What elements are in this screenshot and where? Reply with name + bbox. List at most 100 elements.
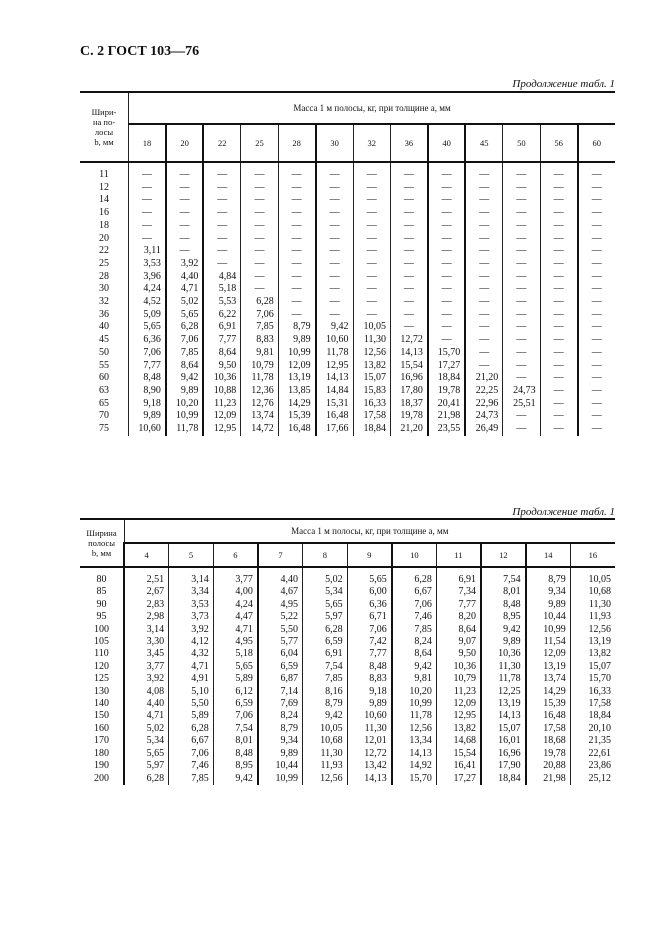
mass-cell: 6,91 [202,321,241,335]
mass-cell: 14,13 [390,747,437,761]
mass-cell: 4,95 [212,636,258,649]
mass-cell: 9,89 [346,698,392,711]
mass-cell: 6,22 [202,308,241,322]
mass-cell: 8,64 [164,359,204,373]
mass-cell: 5,50 [168,698,214,711]
mass-cell: 12,01 [346,735,392,748]
mass-cell: — [164,207,204,220]
mass-cell: 6,59 [302,636,348,649]
width-cell: 70 [99,410,109,422]
mass-cell: — [314,257,354,271]
mass-cell: 7,85 [240,321,279,335]
table-row: 70 9,89 10,99 12,09 13,74 15,39 16,48 17,58 19,7… [80,410,615,424]
mass-cell: 14,13 [389,346,428,360]
table-row: 32 4,52 5,02 5,53 6,28— — — — — — — — — [80,296,615,309]
mass-cell: — [576,334,615,347]
mass-cell: — [314,194,354,208]
mass-cell: 7,85 [390,623,437,637]
thickness-header-row: 18 20 22 25 28 30 32 36 40 45 50 56 60 [80,123,615,163]
mass-cell: — [240,270,279,284]
mass-cell: 8,01 [212,735,258,748]
table-row: 18— — — — — — — — — — — — — [80,219,615,233]
mass-cell: — [277,194,316,208]
mass-cell: 13,19 [277,372,316,385]
mass-cell: 5,65 [127,321,166,335]
mass-cell: 9,42 [314,321,354,335]
mass-cell: 3,77 [212,567,258,587]
mass-cell: — [389,232,428,246]
width-cell: 95 [96,611,107,623]
mass-cell: 16,48 [277,423,316,436]
mass-cell: — [502,308,541,322]
mass-cell: — [389,194,428,208]
width-cell: 80 [96,574,107,585]
mass-cell: — [464,296,503,309]
mass-cell: 10,60 [346,710,392,723]
mass-cell: — [389,296,428,309]
mass-cell: — [202,194,241,208]
mass-cell: 6,59 [256,660,303,674]
width-cell: 85 [96,586,107,598]
mass-cell: 8,79 [256,722,303,736]
mass-cell: 10,44 [256,760,303,773]
mass-cell: — [539,423,578,436]
mass-cell: 9,50 [202,359,241,373]
table-row: 200 6,28 7,85 9,42 10,99 12,56 14,13 15,70 17,27… [80,772,615,785]
mass-cell: 12,09 [277,359,316,373]
mass-cell: — [539,308,578,322]
mass-cell: 4,84 [202,270,241,284]
mass-cell: 19,78 [389,410,428,424]
mass-cell: 18,84 [569,710,615,723]
mass-cell: 10,36 [202,372,241,385]
mass-cell: — [277,181,316,195]
mass-cell: 3,77 [123,660,169,674]
mass-cell: 11,78 [390,710,437,723]
mass-cell: 16,01 [480,735,526,748]
mass-cell: — [389,283,428,297]
width-cell: 11 [99,169,109,180]
mass-cell: — [389,219,428,233]
width-cell: 14 [99,194,109,206]
mass-cell: 15,54 [435,747,481,761]
mass-cell: — [502,423,541,436]
table-row: 160 5,02 6,28 7,54 8,79 10,05 11,30 12,56 13,82 1… [80,722,615,736]
mass-cell: — [164,232,204,246]
mass-cell: 5,65 [302,598,348,612]
mass-cell: — [502,270,541,284]
thickness-header-20: 20 [164,123,204,163]
mass-cell: 12,09 [435,698,481,711]
mass-cell: — [426,245,466,258]
mass-cell: 3,53 [127,257,166,271]
mass-cell: — [352,308,391,322]
mass-cell: — [314,162,354,182]
mass-cell: 8,79 [302,698,348,711]
mass-cell: 11,78 [240,372,279,385]
width-cell: 180 [94,747,109,759]
mass-cell: 10,60 [127,423,166,436]
mass-cell: — [539,296,578,309]
table-row: 45 6,36 7,06 7,77 8,83 9,89 10,60 11,30 12,72— — —… [80,334,615,347]
mass-cell: 4,40 [123,698,169,711]
table-row: 170 5,34 6,67 8,01 9,34 10,68 12,01 13,34 14,68 1… [80,735,615,748]
mass-cell: 12,56 [390,722,437,736]
mass-cell: 22,25 [464,384,503,398]
mass-cell: 12,72 [389,334,428,347]
thickness-header-22: 22 [202,123,241,163]
mass-cell: — [576,181,615,195]
mass-cell: — [277,245,316,258]
mass-cell: 16,33 [569,685,615,699]
width-cell: 125 [94,673,109,685]
mass-cell: — [539,397,578,411]
mass-cell: 10,36 [480,648,526,661]
mass-cell: 3,96 [127,270,166,284]
mass-cell: — [464,283,503,297]
mass-cell: 8,79 [277,321,316,335]
thickness-header-10: 10 [390,542,437,568]
thickness-header-50: 50 [502,123,541,163]
mass-cell: 5,18 [212,648,258,661]
mass-cell: — [389,181,428,195]
table-row: 190 5,97 7,46 8,95 10,44 11,93 13,42 14,92 16,41… [80,760,615,773]
mass-cell: — [277,283,316,297]
mass-cell: — [426,162,466,182]
mass-cell: — [314,296,354,309]
